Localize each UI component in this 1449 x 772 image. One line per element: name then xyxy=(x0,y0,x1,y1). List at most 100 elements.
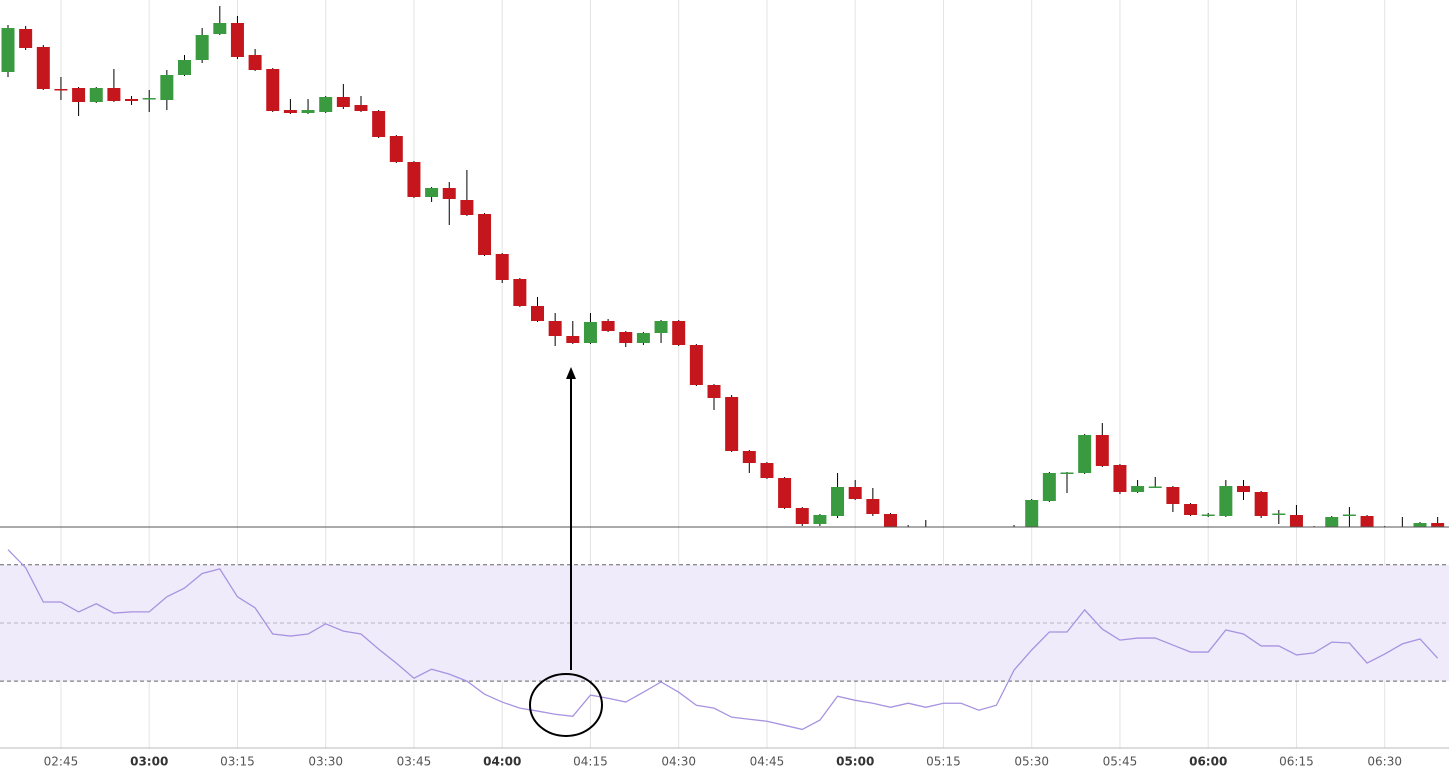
candle-body xyxy=(654,321,668,333)
x-tick-label: 06:00 xyxy=(1189,755,1227,769)
candle-body xyxy=(636,333,650,343)
x-tick-label: 03:00 xyxy=(130,755,168,769)
candle-body xyxy=(72,88,86,102)
candle-body xyxy=(142,98,156,100)
candle-body xyxy=(478,214,492,255)
candle-body xyxy=(583,322,597,343)
x-tick-label: 03:30 xyxy=(308,755,343,769)
candle-body xyxy=(230,23,244,57)
candle-body xyxy=(1219,486,1233,516)
candle-body xyxy=(125,99,139,101)
candle-body xyxy=(1166,487,1180,504)
candle-body xyxy=(266,69,280,111)
rsi-line xyxy=(7,549,1439,731)
x-tick-label: 05:45 xyxy=(1103,755,1138,769)
x-tick-label: 02:45 xyxy=(44,755,79,769)
candle-body xyxy=(336,97,350,107)
candle-body xyxy=(795,508,809,524)
candle-body xyxy=(1254,492,1268,516)
candle-body xyxy=(1413,523,1427,527)
candle-body xyxy=(36,47,50,89)
candle-body xyxy=(248,55,262,70)
candle-body xyxy=(778,478,792,508)
candle-body xyxy=(19,29,33,48)
candle-body xyxy=(848,487,862,499)
candle-body xyxy=(1131,486,1145,492)
candle-body xyxy=(760,463,774,478)
candle-body xyxy=(1272,513,1286,515)
candle-body xyxy=(1078,435,1092,473)
candle-body xyxy=(1042,473,1056,501)
candle-body xyxy=(495,254,509,280)
candle-body xyxy=(1396,531,1409,533)
candle-body xyxy=(902,528,915,530)
x-tick-label: 05:00 xyxy=(836,755,874,769)
candle-body xyxy=(1008,527,1021,550)
candle-body xyxy=(1095,435,1109,466)
candle-body xyxy=(1289,515,1303,527)
candle-body xyxy=(160,75,174,100)
candle-body xyxy=(354,105,368,111)
candle-body xyxy=(301,110,315,113)
candle-body xyxy=(689,345,703,385)
candle-body xyxy=(178,60,191,75)
candle-body xyxy=(601,321,615,331)
x-tick-label: 05:30 xyxy=(1014,755,1049,769)
candle-body xyxy=(1025,500,1039,527)
candle-body xyxy=(107,88,121,101)
candle-body xyxy=(1184,504,1198,515)
x-tick-label: 04:00 xyxy=(483,755,521,769)
candle-body xyxy=(389,136,403,162)
x-tick-label: 04:45 xyxy=(750,755,785,769)
candle-body xyxy=(425,188,439,197)
candle-body xyxy=(283,110,297,113)
candle-body xyxy=(672,321,686,345)
x-tick-label: 04:15 xyxy=(573,755,608,769)
candle-body xyxy=(566,336,580,343)
candle-body xyxy=(1060,472,1074,474)
candle-body xyxy=(213,23,227,34)
candle-body xyxy=(372,111,386,137)
candle-body xyxy=(54,89,68,91)
candle-body xyxy=(955,545,968,550)
candle-body xyxy=(919,532,932,534)
candle-body xyxy=(619,332,633,343)
arrow-head xyxy=(566,367,576,379)
candle-body xyxy=(319,97,333,112)
price-panel xyxy=(1,6,1445,552)
x-tick-label: 05:15 xyxy=(926,755,961,769)
x-tick-label: 06:15 xyxy=(1279,755,1314,769)
candle-body xyxy=(513,279,527,306)
candle-body xyxy=(460,200,474,215)
rsi-panel xyxy=(0,549,1449,731)
candle-body xyxy=(1325,517,1339,527)
x-tick-label: 03:15 xyxy=(220,755,255,769)
candle-body xyxy=(884,514,897,527)
candle-body xyxy=(972,548,985,550)
annotation-circle xyxy=(529,673,603,737)
candle-body xyxy=(1308,528,1321,535)
candle-body xyxy=(813,515,827,524)
candle-body xyxy=(707,385,721,398)
candle-body xyxy=(725,397,739,451)
candle-body xyxy=(1237,486,1250,492)
x-tick-label: 06:30 xyxy=(1367,755,1402,769)
x-tick-label: 03:45 xyxy=(397,755,432,769)
candle-body xyxy=(1,28,15,72)
candle-body xyxy=(548,321,562,336)
candle-body xyxy=(1148,486,1162,488)
candle-body xyxy=(990,548,1003,552)
candle-body xyxy=(1360,516,1374,527)
candle-body xyxy=(407,162,421,197)
candle-body xyxy=(866,499,880,514)
candle-body xyxy=(742,451,756,463)
candle-body xyxy=(1113,465,1127,492)
candle-body xyxy=(89,88,103,102)
candle-body xyxy=(531,306,544,321)
candle-body xyxy=(442,188,456,199)
candle-body xyxy=(831,487,845,516)
candle-body xyxy=(195,35,209,60)
x-axis: 02:45 03:00 03:15 03:30 03:45 04:00 04:15 04:30… xyxy=(44,755,1402,769)
